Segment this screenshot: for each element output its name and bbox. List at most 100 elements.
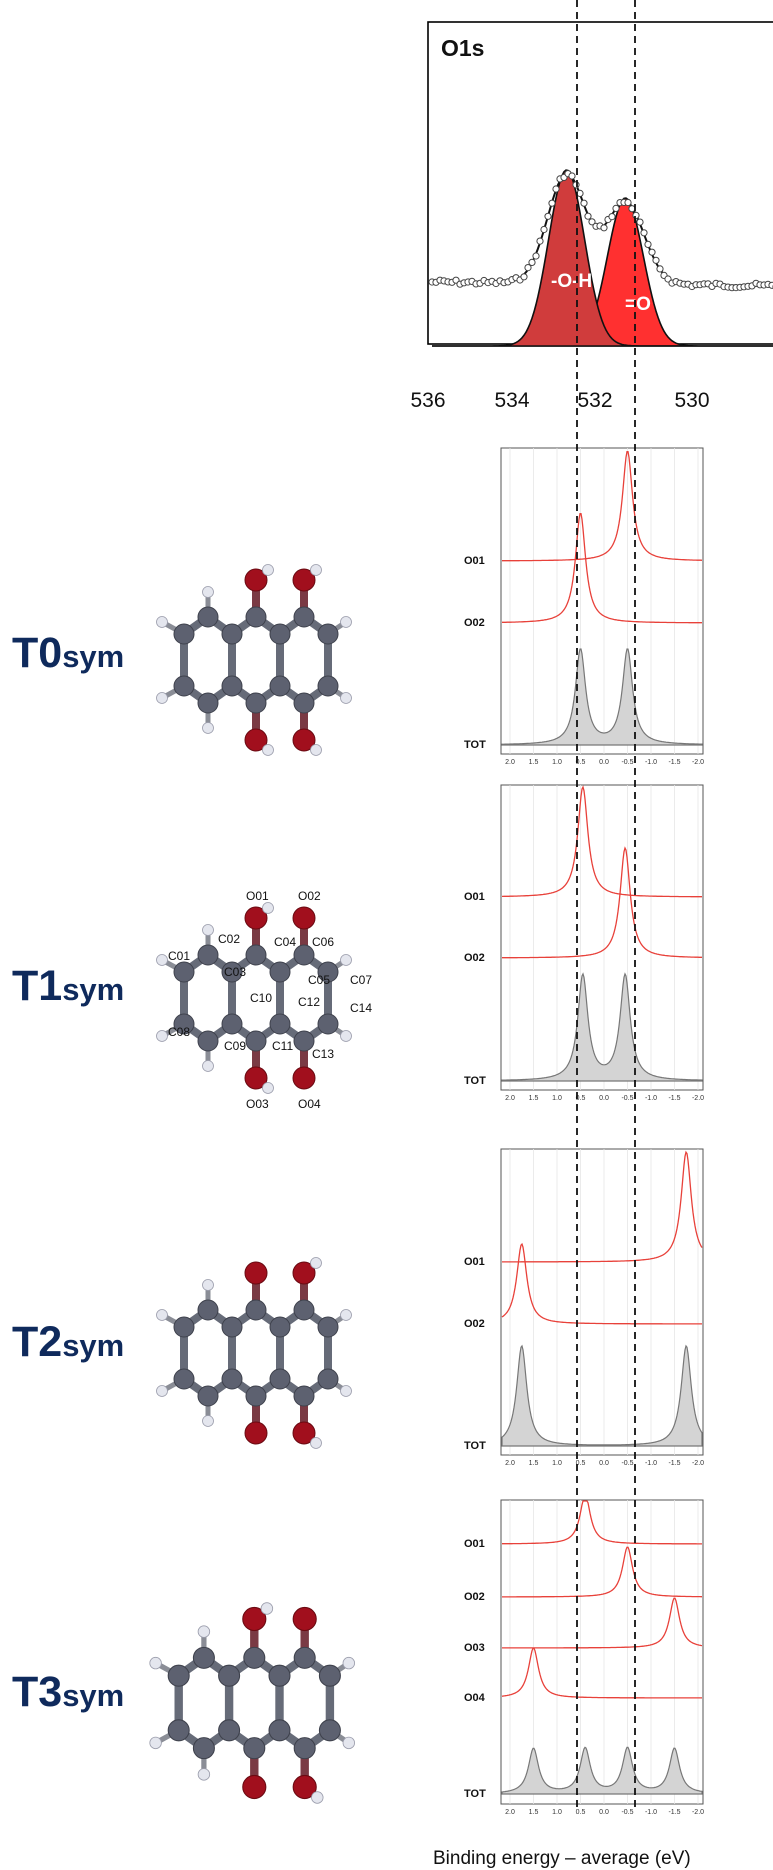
tick-label: -1.5 <box>668 1460 680 1467</box>
series-tot <box>501 648 703 746</box>
carbon-atom <box>269 623 291 645</box>
atom-label-c10: C10 <box>250 991 272 1005</box>
hydrogen-atom <box>202 1060 214 1072</box>
atom-label-c04: C04 <box>274 935 296 949</box>
data-point <box>532 252 540 260</box>
molecule-t3 <box>149 1602 355 1804</box>
tick-label: -2.0 <box>692 1809 704 1816</box>
carbon-atom <box>269 961 291 983</box>
hydrogen-atom <box>149 1656 162 1670</box>
oxygen-atom <box>292 1774 317 1800</box>
carbon-atom <box>317 1316 339 1338</box>
carbon-atom <box>293 1299 315 1321</box>
carbon-atom <box>293 1646 316 1669</box>
data-point <box>632 211 640 219</box>
oxygen-atom <box>242 1606 267 1632</box>
carbon-atom <box>173 623 195 645</box>
carbon-atom <box>317 1013 339 1035</box>
series-o01 <box>502 451 703 562</box>
reference-lines <box>576 0 636 1812</box>
carbon-atom <box>293 944 315 966</box>
carbon-atom <box>173 1368 195 1390</box>
carbon-atom <box>318 1664 341 1687</box>
xps-o1s-panel: O1s -O-H =O 536 534 532 530 <box>410 21 773 412</box>
data-point <box>640 229 648 237</box>
data-point <box>624 198 632 207</box>
carbon-atom <box>293 1737 316 1760</box>
oxygen-atom <box>242 1774 267 1800</box>
carbon-atom <box>221 1013 243 1035</box>
atom-label-c11: C11 <box>272 1039 293 1053</box>
row-label-o01: O01 <box>464 1538 485 1550</box>
molecule-models: O01 O02 C01 C02 C03 C04 C05 C06 C07 C08 C09 C10 C11 C… <box>149 564 372 1804</box>
data-point <box>600 224 608 232</box>
oxygen-atom <box>292 568 316 592</box>
series-o02 <box>501 1242 702 1325</box>
tick-label: 2.0 <box>505 1460 515 1467</box>
data-point <box>548 199 556 207</box>
system-label-t1: T1sym <box>12 962 124 1010</box>
tick-label: -2.0 <box>692 1460 704 1467</box>
series-o01 <box>502 1150 703 1263</box>
xps-tick-532: 532 <box>577 389 612 412</box>
carbon-atom <box>173 675 195 697</box>
data-point <box>768 281 773 289</box>
carbon-atom <box>317 623 339 645</box>
data-point <box>520 273 528 281</box>
tick-label: 0.5 <box>576 1460 586 1467</box>
data-point <box>580 199 588 207</box>
carbon-atom <box>269 675 291 697</box>
xps-tick-536: 536 <box>410 389 445 412</box>
data-point <box>544 212 552 220</box>
tick-label: -1.0 <box>645 759 657 766</box>
atom-label-c02: C02 <box>218 932 240 946</box>
carbon-atom <box>245 944 267 966</box>
spectrum-panel-t3sym: O01 O02 O03 O04 TOT 2.0 1.5 1.0 0.5 0.0 -0.5 -1.0 -1… <box>464 1499 704 1816</box>
xps-curves <box>428 169 773 347</box>
data-point <box>652 256 660 264</box>
series-o01 <box>502 785 702 898</box>
hydrogen-atom <box>156 954 168 966</box>
carbon-atom <box>167 1664 190 1687</box>
hydrogen-atom <box>340 954 352 966</box>
carbon-atom <box>245 1299 267 1321</box>
tick-label: 0.5 <box>576 1809 586 1816</box>
hydrogen-atom <box>310 744 322 756</box>
data-point <box>572 181 580 189</box>
hydrogen-atom <box>310 1437 322 1449</box>
tick-label: 0.0 <box>599 759 609 766</box>
hydrogen-atom <box>202 924 214 936</box>
tick-label: -2.0 <box>692 759 704 766</box>
tick-label: 0.5 <box>576 759 586 766</box>
row-label-o02: O02 <box>464 952 485 964</box>
hydrogen-atom <box>340 1030 352 1042</box>
tick-label: -0.5 <box>621 1460 633 1467</box>
peak-label-oh: -O-H <box>551 271 592 292</box>
carbon-atom <box>293 606 315 628</box>
atom-label-o02: O02 <box>298 889 321 903</box>
hydrogen-atom <box>202 586 214 598</box>
carbon-atom <box>221 1368 243 1390</box>
row-label-o01: O01 <box>464 891 485 903</box>
carbon-atom <box>173 1013 195 1035</box>
tick-label: 1.0 <box>552 759 562 766</box>
tick-label: -0.5 <box>621 759 633 766</box>
tick-label: -1.0 <box>645 1460 657 1467</box>
hydrogen-atom <box>310 1257 322 1269</box>
molecule-t2 <box>156 1257 352 1449</box>
hydrogen-atom <box>156 692 168 704</box>
peak-label-o: =O <box>625 294 651 315</box>
data-point <box>524 264 532 272</box>
hydrogen-atom <box>262 564 274 576</box>
data-point <box>540 225 548 234</box>
series-o02 <box>502 846 702 959</box>
data-point <box>568 172 576 180</box>
tick-label: -1.5 <box>668 759 680 766</box>
series-o04 <box>501 1647 702 1699</box>
carbon-atom <box>218 1664 241 1687</box>
data-point <box>644 240 652 248</box>
hydrogen-atom <box>202 1415 214 1427</box>
row-label-o01: O01 <box>464 555 485 567</box>
series-o01 <box>502 1500 702 1545</box>
tick-label: 2.0 <box>505 1809 515 1816</box>
